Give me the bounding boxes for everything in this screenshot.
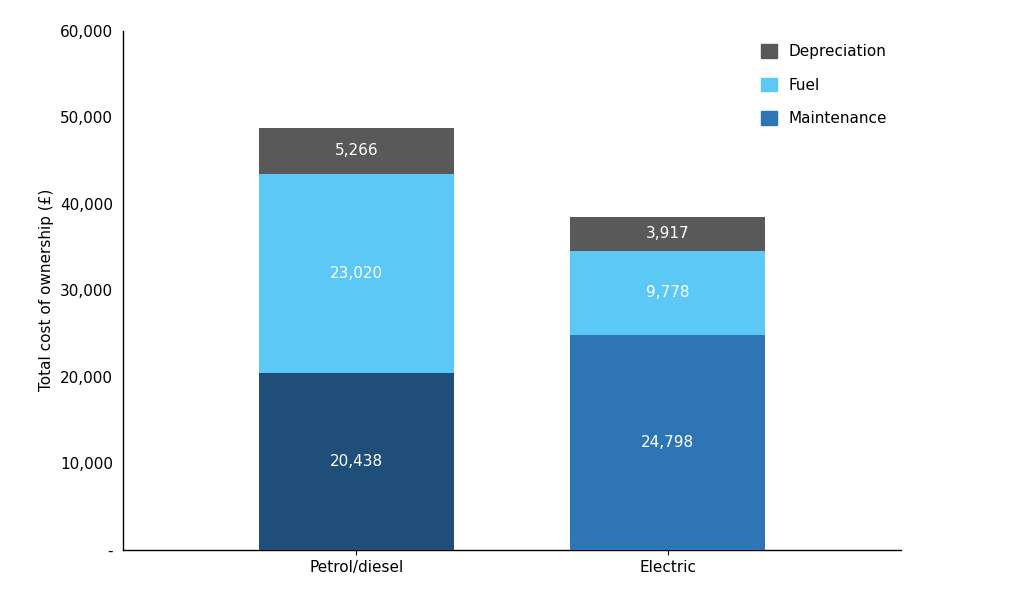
- Text: 9,778: 9,778: [646, 285, 689, 301]
- Text: 20,438: 20,438: [330, 454, 383, 469]
- Text: 24,798: 24,798: [641, 435, 694, 450]
- Bar: [570, 251, 765, 335]
- Legend: Depreciation, Fuel, Maintenance: Depreciation, Fuel, Maintenance: [756, 38, 894, 133]
- Y-axis label: Total cost of ownership (£): Total cost of ownership (£): [40, 189, 54, 392]
- Bar: [259, 174, 454, 373]
- Bar: [570, 335, 765, 550]
- Text: 23,020: 23,020: [330, 266, 383, 281]
- Bar: [259, 128, 454, 174]
- Text: 5,266: 5,266: [335, 144, 378, 158]
- Text: 3,917: 3,917: [646, 226, 689, 241]
- Bar: [570, 217, 765, 251]
- Bar: [259, 373, 454, 550]
